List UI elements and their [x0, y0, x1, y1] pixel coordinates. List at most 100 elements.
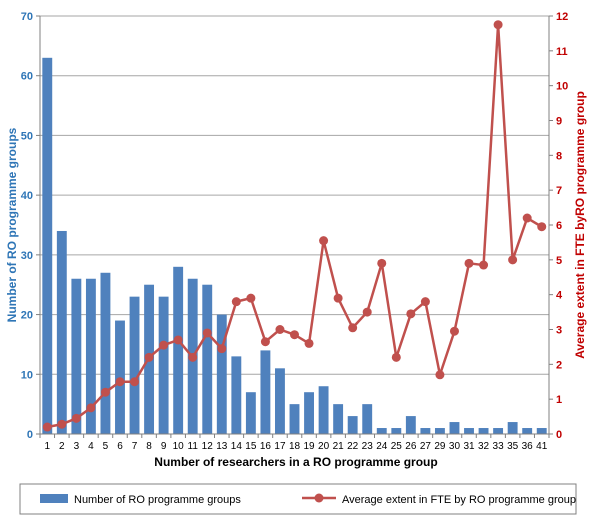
line-point	[333, 293, 343, 303]
right-tick-label: 1	[556, 394, 562, 406]
x-tick-label: 6	[117, 441, 123, 452]
legend-line-marker	[314, 493, 324, 503]
line-point	[188, 352, 198, 362]
line-point	[144, 352, 154, 362]
bar	[507, 422, 518, 434]
legend: Number of RO programme groups Average ex…	[19, 483, 577, 515]
x-tick-label: 36	[522, 441, 534, 452]
bar	[158, 296, 169, 434]
right-tick-label: 0	[556, 429, 562, 441]
x-tick-label: 16	[260, 441, 272, 452]
right-tick-label: 11	[556, 46, 568, 58]
x-tick-label: 11	[188, 441, 199, 452]
x-tick-label: 20	[318, 441, 330, 452]
x-tick-label: 41	[536, 441, 548, 452]
line-point	[479, 260, 489, 270]
right-tick-label: 10	[556, 81, 568, 93]
line-point	[246, 293, 256, 303]
bar	[275, 368, 285, 434]
x-tick-label: 2	[59, 441, 65, 452]
x-tick-label: 22	[347, 441, 359, 452]
line-point	[42, 422, 52, 432]
line-point	[522, 213, 532, 223]
legend-line-label: Average extent in FTE by RO programme gr…	[342, 494, 576, 506]
bar	[391, 428, 402, 434]
x-tick-label: 18	[289, 441, 301, 452]
line-point	[159, 340, 169, 350]
bar	[85, 278, 96, 434]
x-tick-label: 23	[362, 441, 374, 452]
bar	[42, 57, 53, 435]
line-point	[290, 330, 299, 340]
x-tick-label: 29	[434, 441, 446, 452]
line-point	[537, 222, 547, 232]
right-tick-label: 8	[556, 150, 562, 162]
left-tick-label: 50	[21, 130, 33, 142]
bar	[434, 428, 445, 434]
bar	[420, 428, 431, 434]
line-point	[449, 326, 459, 336]
bar	[245, 392, 256, 434]
bar	[100, 272, 111, 434]
bar	[260, 350, 271, 434]
line-point	[464, 258, 474, 268]
x-tick-label: 1	[44, 441, 50, 452]
bar	[173, 266, 184, 434]
line-point	[130, 377, 140, 387]
left-tick-label: 40	[21, 190, 33, 202]
bar	[333, 404, 344, 434]
right-tick-label: 4	[556, 290, 563, 302]
x-tick-label: 31	[463, 441, 475, 452]
line-series	[42, 20, 547, 432]
x-tick-label: 5	[103, 441, 109, 452]
bar	[304, 392, 314, 434]
line-point	[260, 337, 270, 347]
line-point	[420, 297, 430, 307]
bar	[362, 404, 373, 434]
x-tick-label: 12	[202, 441, 214, 452]
bar	[522, 428, 533, 434]
left-tick-label: 10	[21, 369, 33, 381]
line-point	[362, 307, 372, 317]
x-tick-label: 15	[245, 441, 257, 452]
bar	[71, 278, 82, 434]
x-tick-label: 13	[216, 441, 228, 452]
x-tick-label: 17	[274, 441, 286, 452]
right-tick-label: 5	[556, 255, 562, 267]
bar	[376, 428, 387, 434]
line-point	[71, 413, 81, 423]
bar	[493, 428, 504, 434]
x-tick-label: 24	[376, 441, 388, 452]
left-tick-label: 20	[21, 310, 33, 322]
line-point	[493, 20, 503, 30]
bar	[56, 230, 67, 434]
right-tick-label: 6	[556, 220, 562, 232]
right-axis-title: Average extent in FTE byRO programme gro…	[573, 91, 587, 359]
line-point	[406, 309, 416, 319]
axes	[36, 15, 553, 438]
bar	[129, 296, 140, 434]
right-tick-label: 12	[556, 11, 568, 23]
legend-bar-swatch	[40, 494, 68, 503]
right-tick-label: 3	[556, 325, 562, 337]
line-point	[348, 323, 358, 333]
x-tick-label: 19	[303, 441, 315, 452]
bar	[202, 284, 213, 434]
x-tick-label: 14	[231, 441, 243, 452]
bar	[478, 428, 489, 434]
left-tick-label: 0	[27, 429, 33, 441]
bar	[449, 422, 460, 434]
right-tick-label: 2	[556, 359, 562, 371]
line-point	[231, 297, 241, 307]
x-tick-label: 30	[449, 441, 461, 452]
line-point	[173, 335, 183, 345]
right-tick-label: 9	[556, 116, 562, 128]
line-point	[100, 387, 110, 397]
x-axis-title: Number of researchers in a RO programme …	[154, 455, 437, 469]
x-tick-label: 25	[391, 441, 403, 452]
line-point	[57, 419, 67, 429]
x-tick-label: 10	[173, 441, 185, 452]
line-point	[435, 370, 445, 380]
